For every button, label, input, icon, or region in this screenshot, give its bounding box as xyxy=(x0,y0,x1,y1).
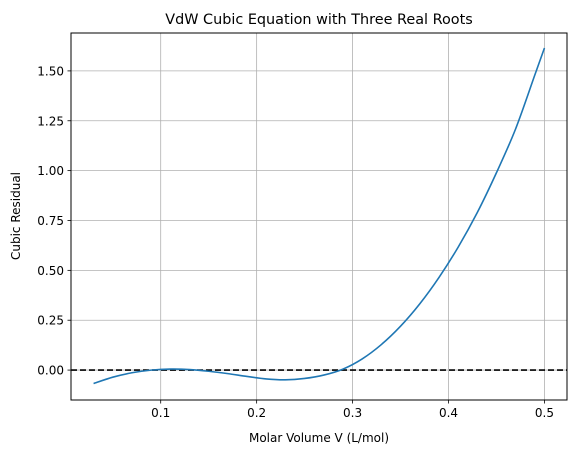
series-line xyxy=(93,47,546,385)
y-tick-label: 0.50 xyxy=(37,264,64,278)
x-tick-label: 0.3 xyxy=(343,406,362,420)
y-axis-label: Cubic Residual xyxy=(9,172,23,260)
y-tick-label: 1.00 xyxy=(37,164,64,178)
y-tick-label: 0.75 xyxy=(37,214,64,228)
y-tick-label: 0.25 xyxy=(37,314,64,328)
axes-frame xyxy=(70,32,568,401)
y-tick-label: 1.50 xyxy=(37,64,64,78)
x-tick-label: 0.1 xyxy=(151,406,170,420)
x-axis: 0.1 0.2 0.3 0.4 0.5 xyxy=(151,400,554,420)
y-tick-label: 0.00 xyxy=(37,364,64,378)
y-axis: 0.00 0.25 0.50 0.75 1.00 1.25 1.50 xyxy=(37,64,71,378)
x-tick-label: 0.2 xyxy=(247,406,266,420)
chart-title: VdW Cubic Equation with Three Real Roots xyxy=(165,12,472,28)
x-tick-label: 0.4 xyxy=(439,406,458,420)
x-axis-label: Molar Volume V (L/mol) xyxy=(249,431,389,445)
y-tick-label: 1.25 xyxy=(37,114,64,128)
plot-area xyxy=(71,47,567,385)
x-tick-label: 0.5 xyxy=(535,406,554,420)
